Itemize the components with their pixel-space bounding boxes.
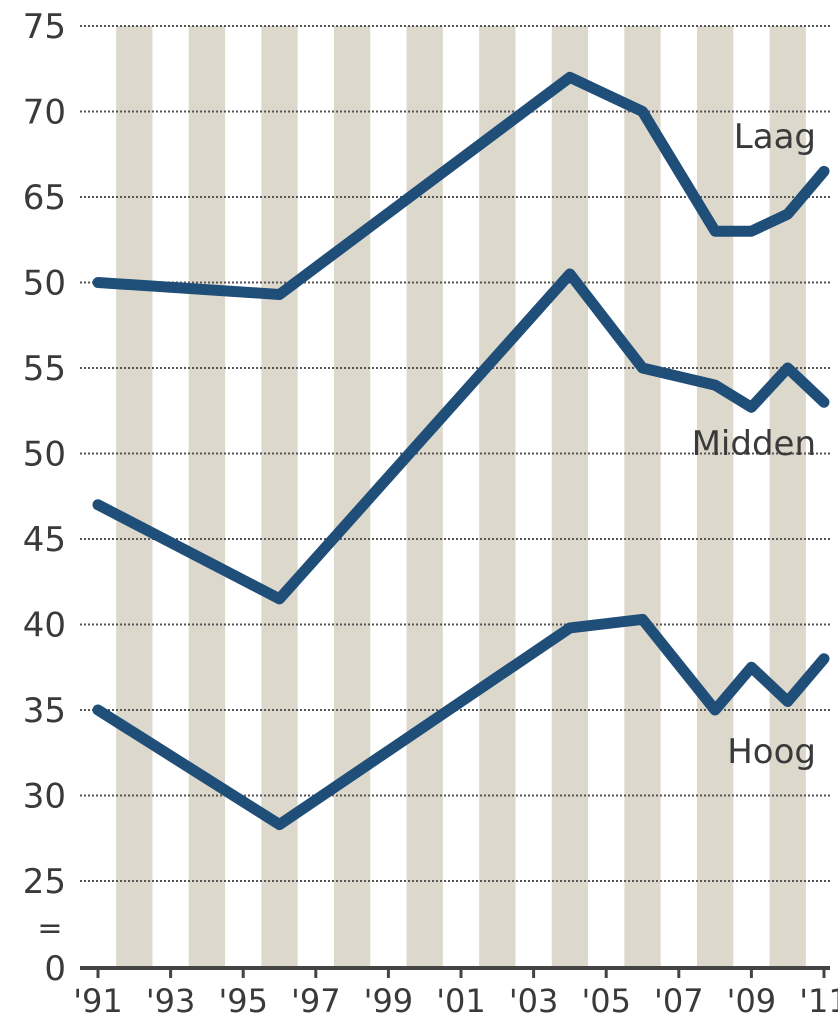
series-line-hoog <box>92 613 830 831</box>
background-stripe <box>479 26 516 968</box>
x-tick-label: '95 <box>218 982 268 1020</box>
background-stripe <box>769 26 806 968</box>
gridlines <box>80 25 830 970</box>
background-stripe <box>406 26 443 968</box>
series-label-hoog: Hoog <box>727 732 816 772</box>
y-axis-break-mark: = <box>37 911 62 946</box>
y-tick-label: 75 <box>23 7 66 47</box>
y-tick-label-zero: 0 <box>44 949 66 989</box>
x-tick-label: '05 <box>581 982 631 1020</box>
x-tick-label: '03 <box>509 982 559 1020</box>
y-tick-label: 25 <box>23 862 66 902</box>
series-label-laag: Laag <box>734 117 816 157</box>
y-axis-ticks: 75 70 65 50 55 50 45 40 35 30 25 =0 <box>23 7 66 989</box>
x-tick-label: '93 <box>146 982 196 1020</box>
series-lines <box>92 71 830 831</box>
background-stripes <box>116 26 806 968</box>
x-tick-label: '91 <box>73 982 123 1020</box>
y-tick-label: 50 <box>23 264 66 304</box>
background-stripe <box>696 26 734 968</box>
x-tick-label: '09 <box>727 982 777 1020</box>
x-tick-label: '11 <box>799 982 838 1020</box>
series-line-laag <box>92 71 830 300</box>
y-tick-label: 70 <box>23 93 66 133</box>
y-tick-label: 55 <box>23 349 66 389</box>
y-tick-label: 65 <box>23 178 66 218</box>
y-tick-label: 45 <box>23 520 66 560</box>
series-label-midden: Midden <box>692 424 816 464</box>
x-tick-label: '07 <box>654 982 704 1020</box>
y-tick-label: 50 <box>23 435 66 475</box>
y-tick-label: 30 <box>23 777 66 817</box>
y-tick-label: 40 <box>23 606 66 646</box>
x-tick-label: '99 <box>364 982 414 1020</box>
background-stripe <box>551 26 589 968</box>
x-axis-ticks: '91 '93 '95 '97 '99 '01 '03 '05 '07 '09 '11 <box>73 968 838 1020</box>
series-labels: Laag Midden Hoog <box>692 117 816 772</box>
x-tick-label: '97 <box>291 982 341 1020</box>
background-stripe <box>116 26 153 968</box>
background-stripe <box>624 26 661 968</box>
background-stripe <box>188 26 226 968</box>
series-line-midden <box>92 268 830 605</box>
y-tick-label: 35 <box>23 691 66 731</box>
x-tick-label: '01 <box>436 982 486 1020</box>
